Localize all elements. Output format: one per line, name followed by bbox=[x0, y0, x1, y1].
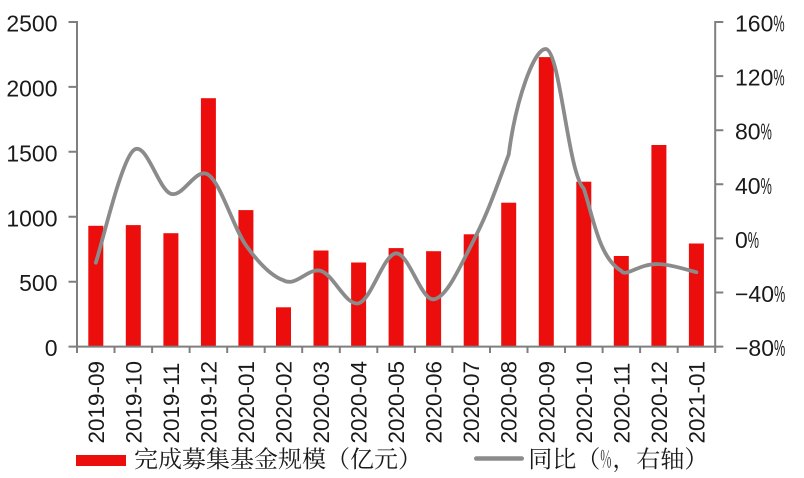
svg-text:2019-11: 2019-11 bbox=[159, 363, 184, 444]
svg-text:2020-07: 2020-07 bbox=[459, 361, 484, 444]
svg-text:%: % bbox=[748, 227, 759, 253]
svg-text:2020-01: 2020-01 bbox=[234, 361, 259, 444]
svg-text:2020-11: 2020-11 bbox=[609, 363, 634, 444]
svg-text:2020-12: 2020-12 bbox=[647, 361, 672, 444]
svg-text:2019-09: 2019-09 bbox=[84, 361, 109, 444]
svg-text:2000: 2000 bbox=[6, 75, 57, 101]
svg-text:%: % bbox=[774, 281, 785, 307]
svg-text:0: 0 bbox=[45, 335, 58, 361]
svg-text:0: 0 bbox=[735, 227, 748, 253]
svg-text:%: % bbox=[761, 173, 772, 199]
svg-text:2500: 2500 bbox=[6, 11, 57, 37]
svg-text:%: % bbox=[773, 65, 784, 91]
svg-text:2020-10: 2020-10 bbox=[572, 361, 597, 444]
svg-text:2020-04: 2020-04 bbox=[347, 361, 372, 444]
svg-text:80: 80 bbox=[735, 119, 761, 145]
svg-text:−80: −80 bbox=[735, 335, 774, 361]
svg-text:2019-12: 2019-12 bbox=[196, 361, 221, 444]
svg-text:%: % bbox=[774, 335, 785, 361]
svg-text:2020-08: 2020-08 bbox=[497, 361, 522, 444]
svg-text:−40: −40 bbox=[735, 281, 774, 307]
svg-text:120: 120 bbox=[735, 65, 773, 91]
svg-text:1000: 1000 bbox=[6, 205, 57, 231]
svg-text:160: 160 bbox=[735, 11, 773, 37]
svg-text:2020-02: 2020-02 bbox=[272, 361, 297, 444]
svg-text:1500: 1500 bbox=[6, 140, 57, 166]
svg-text:2021-01: 2021-01 bbox=[684, 361, 709, 444]
svg-text:2020-09: 2020-09 bbox=[534, 361, 559, 444]
svg-text:2020-05: 2020-05 bbox=[384, 361, 409, 444]
svg-text:500: 500 bbox=[19, 270, 57, 296]
svg-text:%: % bbox=[761, 119, 772, 145]
svg-text:40: 40 bbox=[735, 173, 761, 199]
svg-text:2020-03: 2020-03 bbox=[309, 361, 334, 444]
svg-text:%: % bbox=[773, 10, 784, 36]
svg-text:2019-10: 2019-10 bbox=[121, 361, 146, 444]
svg-text:2020-06: 2020-06 bbox=[422, 361, 447, 444]
